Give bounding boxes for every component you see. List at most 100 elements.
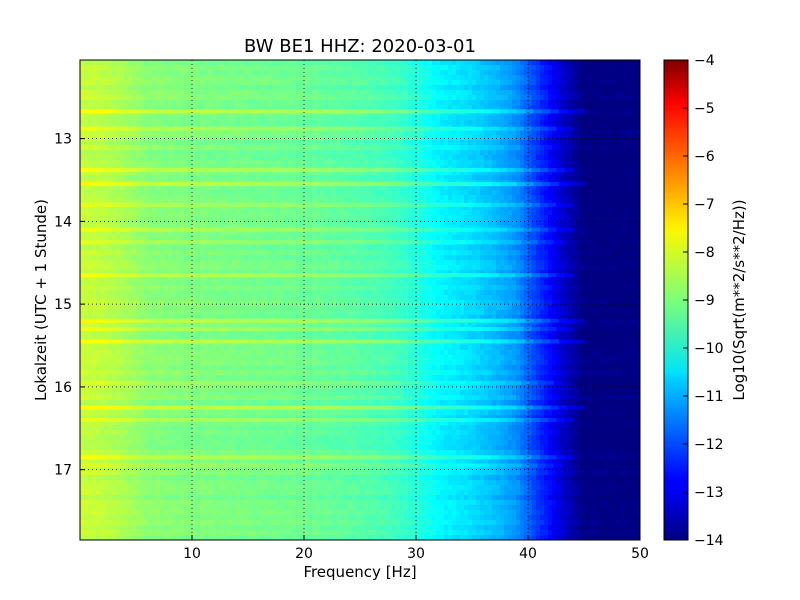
heatmap-cell	[408, 90, 413, 96]
heatmap-cell	[404, 140, 409, 146]
heatmap-cell	[628, 70, 633, 76]
heatmap-cell	[344, 185, 349, 191]
heatmap-cell	[220, 230, 225, 236]
heatmap-cell	[620, 95, 625, 101]
heatmap-cell	[80, 175, 85, 181]
heatmap-cell	[508, 185, 513, 191]
heatmap-cell	[356, 80, 361, 86]
heatmap-cell	[580, 225, 585, 231]
heatmap-cell	[296, 210, 301, 216]
heatmap-cell	[212, 65, 217, 71]
heatmap-cell	[440, 235, 445, 241]
heatmap-cell	[92, 150, 97, 156]
heatmap-cell	[512, 80, 517, 86]
heatmap-cell	[496, 155, 501, 161]
heatmap-cell	[280, 165, 285, 171]
heatmap-cell	[144, 170, 149, 176]
heatmap-cell	[544, 150, 549, 156]
heatmap-cell	[572, 145, 577, 151]
heatmap-cell	[336, 85, 341, 91]
heatmap-cell	[636, 175, 640, 181]
heatmap-cell	[372, 75, 377, 81]
heatmap-cell	[192, 60, 197, 66]
heatmap-cell	[592, 130, 597, 136]
heatmap-cell	[592, 170, 597, 176]
heatmap-cell	[448, 90, 453, 96]
heatmap-cell	[84, 65, 89, 71]
heatmap-cell	[260, 160, 265, 166]
heatmap-cell	[128, 190, 133, 196]
heatmap-cell	[328, 120, 333, 126]
heatmap-cell	[504, 230, 509, 236]
heatmap-cell	[484, 200, 489, 206]
heatmap-cell	[108, 165, 113, 171]
heatmap-cell	[88, 60, 93, 66]
heatmap-cell	[148, 200, 153, 206]
heatmap-cell	[492, 155, 497, 161]
heatmap-cell	[544, 200, 549, 206]
heatmap-cell	[140, 60, 145, 66]
heatmap-cell	[184, 195, 189, 201]
heatmap-cell	[528, 60, 533, 66]
heatmap-cell	[380, 95, 385, 101]
heatmap-cell	[628, 190, 633, 196]
heatmap-cell	[188, 230, 193, 236]
heatmap-cell	[384, 135, 389, 141]
heatmap-cell	[288, 215, 293, 221]
heatmap-cell	[136, 150, 141, 156]
heatmap-cell	[220, 215, 225, 221]
heatmap-cell	[292, 170, 297, 176]
heatmap-cell	[176, 120, 181, 126]
heatmap-cell	[612, 65, 617, 71]
heatmap-cell	[96, 145, 101, 151]
heatmap-cell	[156, 130, 161, 136]
heatmap-cell	[544, 60, 549, 66]
heatmap-cell	[588, 90, 593, 96]
heatmap-cell	[380, 140, 385, 146]
heatmap-cell	[388, 200, 393, 206]
heatmap-cell	[448, 145, 453, 151]
heatmap-cell	[184, 200, 189, 206]
heatmap-cell	[156, 185, 161, 191]
heatmap-cell	[144, 190, 149, 196]
heatmap-cell	[224, 190, 229, 196]
heatmap-cell	[220, 60, 225, 66]
heatmap-cell	[316, 145, 321, 151]
heatmap-cell	[412, 200, 417, 206]
heatmap-cell	[320, 195, 325, 201]
heatmap-cell	[268, 100, 273, 106]
heatmap-cell	[400, 115, 405, 121]
heatmap-cell	[252, 235, 257, 241]
heatmap-cell	[316, 95, 321, 101]
heatmap-cell	[240, 105, 245, 111]
heatmap-cell	[320, 160, 325, 166]
heatmap-cell	[576, 190, 581, 196]
heatmap-cell	[84, 205, 89, 211]
heatmap-cell	[352, 135, 357, 141]
heatmap-cell	[468, 105, 473, 111]
heatmap-cell	[204, 195, 209, 201]
heatmap-cell	[284, 230, 289, 236]
heatmap-cell	[500, 140, 505, 146]
heatmap-cell	[276, 95, 281, 101]
heatmap-cell	[408, 145, 413, 151]
heatmap-cell	[340, 65, 345, 71]
heatmap-cell	[232, 60, 237, 66]
heatmap-cell	[540, 130, 545, 136]
heatmap-cell	[216, 205, 221, 211]
heatmap-cell	[524, 80, 529, 86]
heatmap-cell	[212, 170, 217, 176]
heatmap-cell	[512, 145, 517, 151]
heatmap-cell	[572, 150, 577, 156]
heatmap-cell	[592, 230, 597, 236]
heatmap-cell	[188, 80, 193, 86]
heatmap-cell	[548, 210, 553, 216]
heatmap-cell	[276, 115, 281, 121]
heatmap-cell	[560, 160, 565, 166]
heatmap-cell	[488, 130, 493, 136]
heatmap-cell	[336, 215, 341, 221]
heatmap-cell	[244, 160, 249, 166]
heatmap-cell	[208, 230, 213, 236]
heatmap-cell	[636, 200, 640, 206]
heatmap-cell	[584, 120, 589, 126]
